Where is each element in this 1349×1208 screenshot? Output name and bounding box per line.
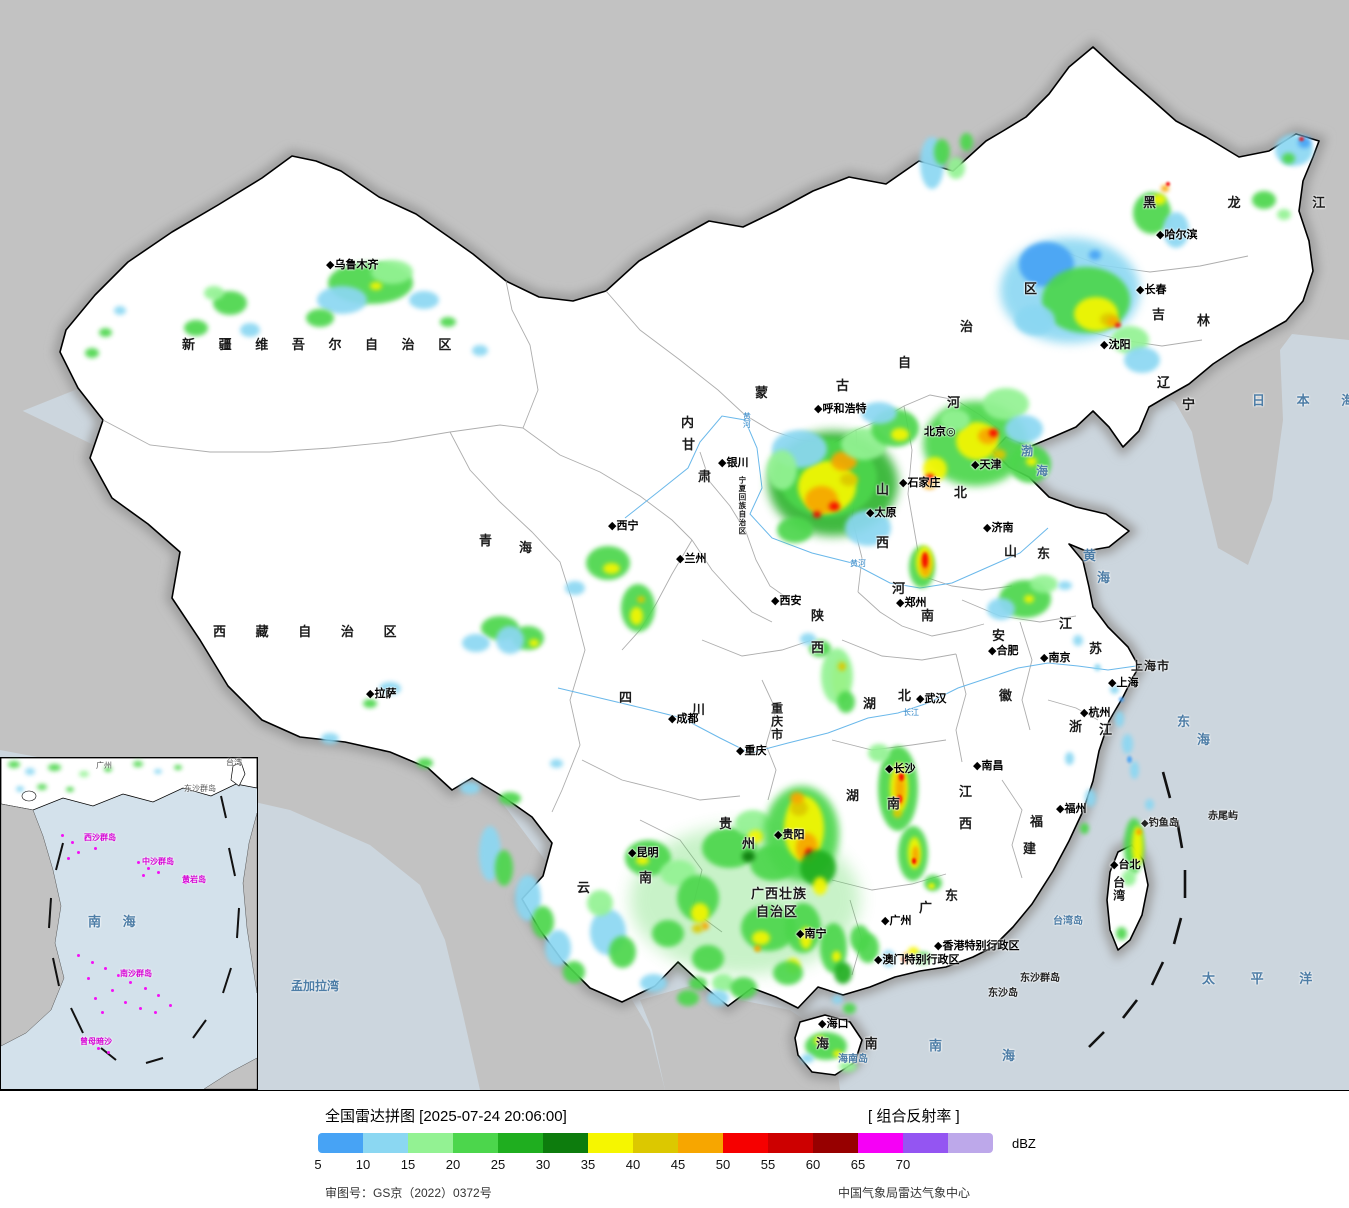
scale-value: 15 (400, 1157, 416, 1172)
inset-svg (0, 757, 258, 1090)
scale-swatch-cyan (363, 1133, 408, 1153)
scale-swatch-red2 (768, 1133, 813, 1153)
scale-value: 45 (670, 1157, 686, 1172)
scale-value: 70 (895, 1157, 911, 1172)
scale-swatch-green (453, 1133, 498, 1153)
rivers (557, 415, 1137, 754)
scale-swatch-lgreen (408, 1133, 453, 1153)
inset-vietnam (0, 803, 65, 1047)
scale-swatch-magenta (858, 1133, 903, 1153)
inset-hainan (21, 790, 37, 802)
dbz-unit-label: dBZ (1012, 1136, 1036, 1151)
legend-bar: 全国雷达拼图 [2025-07-24 20:06:00] [ 组合反射率 ] d… (0, 1090, 1349, 1208)
inset-taiwan (230, 761, 246, 787)
scale-swatch-mgreen (498, 1133, 543, 1153)
map-title: 全国雷达拼图 [2025-07-24 20:06:00] (325, 1108, 567, 1125)
province-borders (102, 249, 1249, 976)
scale-swatch-red (723, 1133, 768, 1153)
scale-value: 65 (850, 1157, 866, 1172)
scale-swatch-dred (813, 1133, 858, 1153)
scale-swatch-dyellow (633, 1133, 678, 1153)
scale-value: 55 (760, 1157, 776, 1172)
scale-value: 20 (445, 1157, 461, 1172)
inset-borneo (203, 1057, 258, 1090)
scale-value: 50 (715, 1157, 731, 1172)
foreign-land-indochina (640, 983, 840, 1090)
color-scale (318, 1133, 993, 1153)
scale-value: 35 (580, 1157, 596, 1172)
scale-swatch-yellow (588, 1133, 633, 1153)
product-label: [ 组合反射率 ] (868, 1108, 960, 1125)
nine-dash-line (1088, 771, 1187, 1048)
scale-values: 5 10 15 20 25 30 35 40 45 50 55 60 65 70 (0, 1157, 1349, 1173)
scale-swatch-dgreen (543, 1133, 588, 1153)
source-label: 中国气象局雷达气象中心 (838, 1186, 971, 1200)
inset-china-coast (0, 757, 258, 811)
inset-nine-dash-line (48, 795, 240, 1064)
scale-swatch-purple (903, 1133, 948, 1153)
scale-value: 60 (805, 1157, 821, 1172)
scale-swatch-orange (678, 1133, 723, 1153)
inset-philippines (242, 812, 258, 994)
approval-number: 审图号：GS京（2022）0372号 (325, 1186, 492, 1200)
scale-swatch-blue (318, 1133, 363, 1153)
scale-swatch-lpurple (948, 1133, 993, 1153)
radar-map: 新 疆 维 吾 尔 自 治 区西 藏 自 治 区青海甘肃内蒙古自治区黑 龙 江吉… (0, 0, 1349, 1090)
scale-value: 10 (355, 1157, 371, 1172)
scale-value: 25 (490, 1157, 506, 1172)
scale-value: 5 (314, 1157, 322, 1172)
south-china-sea-inset (0, 757, 258, 1090)
scale-value: 40 (625, 1157, 641, 1172)
scale-value: 30 (535, 1157, 551, 1172)
